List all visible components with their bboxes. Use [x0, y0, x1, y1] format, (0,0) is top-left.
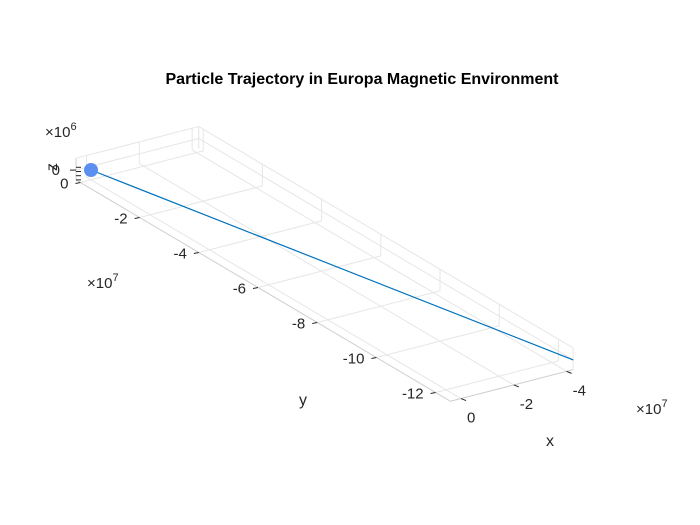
y-axis-line	[75, 179, 451, 402]
y-tick	[430, 392, 436, 395]
grid-line-y	[435, 360, 559, 394]
y-tick	[371, 357, 377, 360]
grid-line-x	[139, 163, 515, 386]
y-tick-label: 0	[60, 176, 68, 193]
z-axis-label: z	[44, 163, 61, 171]
grid-line-x	[191, 149, 567, 372]
chart-title: Particle Trajectory in Europa Magnetic E…	[166, 71, 560, 88]
y-tick	[312, 322, 318, 325]
y-tick	[252, 287, 259, 290]
grid-line-y	[376, 325, 500, 359]
tick-labels: 0 -2 -4 -6 -8 -10 -12 0 -2 -4 0	[52, 162, 586, 426]
x-exponent-label: ×107	[636, 398, 668, 418]
grid-lines	[75, 128, 574, 399]
x-tick	[513, 384, 519, 388]
tick-marks	[70, 166, 572, 402]
grid-line-wall-z2	[75, 137, 199, 171]
grid-line-x	[86, 176, 462, 399]
z-tick-label: 0	[52, 162, 60, 179]
x-tick-label: -2	[520, 396, 533, 413]
grid-line-wall-z	[198, 138, 574, 361]
y-axis-label: y	[299, 392, 307, 409]
start-marker	[84, 163, 98, 177]
grid-line-y	[80, 150, 204, 184]
box-edge	[198, 126, 574, 349]
x-tick	[566, 370, 572, 374]
y-tick	[134, 217, 140, 220]
grid-line-y	[317, 290, 441, 324]
x-tick	[460, 398, 467, 402]
y-tick-label: -12	[402, 386, 424, 403]
trajectory-line	[90, 169, 574, 361]
x-tick-label: -4	[573, 382, 586, 399]
y-tick	[193, 252, 199, 255]
grid-line-y	[139, 185, 263, 219]
x-tick-label: 0	[467, 410, 475, 427]
x-axis-line	[450, 369, 574, 402]
y-tick-label: -10	[343, 351, 365, 368]
y-tick-label: -2	[114, 211, 127, 228]
series-layer	[84, 163, 574, 361]
y-tick-label: -6	[233, 281, 246, 298]
x-axis-label: x	[546, 433, 554, 450]
z-exponent-label: ×106	[45, 121, 77, 141]
axes-box	[75, 126, 574, 402]
y-tick-label: -4	[173, 246, 186, 263]
box-edge	[75, 126, 199, 159]
y-exponent-label: ×107	[87, 272, 119, 292]
y-tick-label: -8	[292, 316, 305, 333]
y-tick	[75, 182, 81, 185]
grid-line-y	[257, 255, 381, 289]
